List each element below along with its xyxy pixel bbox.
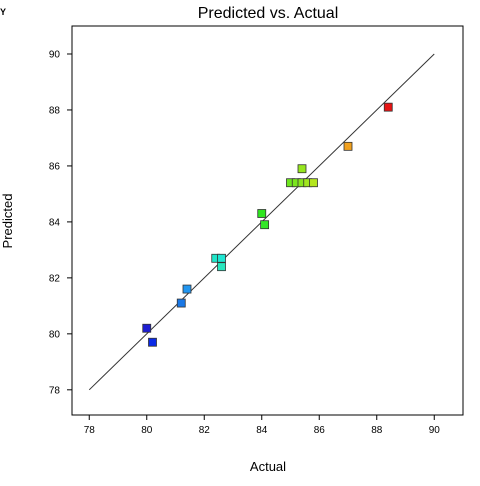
data-point	[148, 337, 157, 347]
data-point	[217, 262, 226, 272]
y-axis-ticks: 78 80 82 84 86 88 90	[49, 49, 72, 396]
data-point	[260, 220, 270, 230]
data-point	[176, 298, 186, 308]
plot-frame	[71, 25, 464, 416]
data-point	[182, 284, 192, 294]
y-tick-label: 84	[49, 217, 61, 228]
data-point	[309, 178, 318, 188]
x-tick-label: 82	[199, 425, 211, 436]
x-tick-label: 88	[371, 425, 383, 436]
chart-title: Predicted vs. Actual	[198, 5, 339, 22]
x-tick-label: 86	[314, 425, 326, 436]
y-tick-label: 82	[49, 273, 61, 284]
data-point	[257, 209, 267, 218]
y-axis-label: Predicted	[0, 194, 15, 249]
x-tick-label: 80	[141, 425, 153, 436]
data-points	[142, 102, 393, 347]
data-point	[297, 164, 307, 174]
y-tick-label: 80	[49, 329, 61, 340]
x-axis-label: Actual	[250, 459, 286, 474]
data-point	[142, 323, 152, 333]
x-tick-label: 90	[429, 425, 441, 436]
data-point	[383, 102, 393, 112]
x-axis-ticks: 78 80 82 84 86 88 90	[84, 415, 441, 436]
y-tick-label: 88	[49, 105, 61, 116]
x-tick-label: 84	[256, 425, 268, 436]
x-tick-label: 78	[84, 425, 96, 436]
y-tick-label: 90	[49, 49, 61, 60]
y-tick-label: 78	[49, 385, 61, 396]
y-tick-label: 86	[49, 161, 61, 172]
corner-label: Y	[0, 7, 7, 17]
data-point	[343, 141, 353, 151]
data-point	[217, 253, 226, 263]
